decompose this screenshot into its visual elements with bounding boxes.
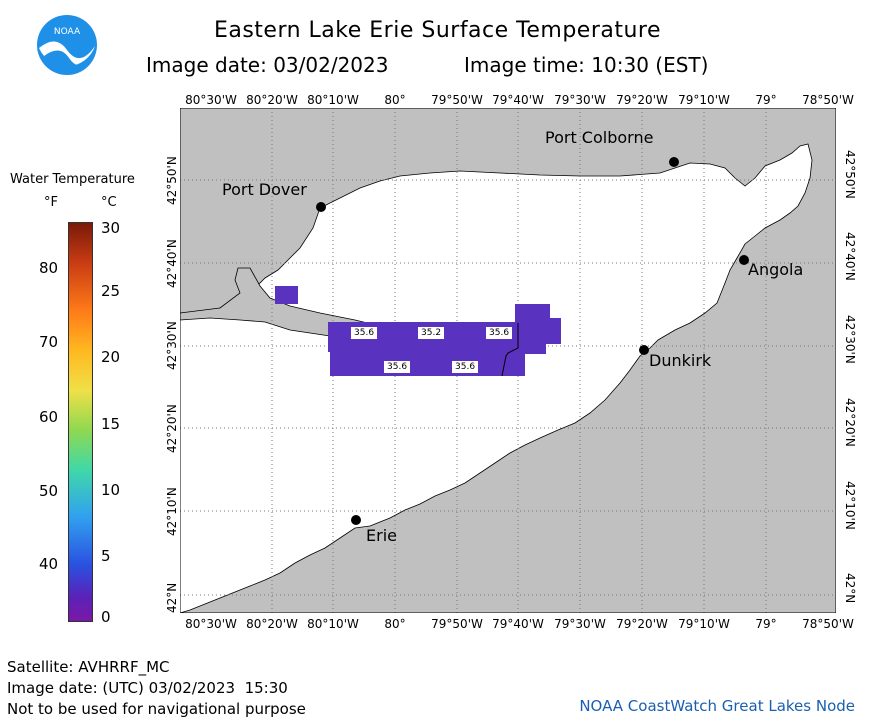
lon-label: 80°10'W xyxy=(307,617,359,631)
lon-label: 79°30'W xyxy=(554,617,606,631)
legend-colorbar xyxy=(68,222,93,622)
lat-label: 42°30'N xyxy=(843,315,857,364)
city-label-port-colborne: Port Colborne xyxy=(545,128,654,147)
lake-water xyxy=(180,143,813,613)
lon-label: 80° xyxy=(384,617,406,631)
lat-label: 42°40'N xyxy=(843,232,857,281)
city-label-port-dover: Port Dover xyxy=(222,180,307,199)
legend-c-tick: 25 xyxy=(101,282,121,300)
legend-title: Water Temperature xyxy=(10,172,135,187)
city-dot-port-dover[interactable] xyxy=(316,202,326,212)
lon-label: 80°20'W xyxy=(246,617,298,631)
legend-unit-f: °F xyxy=(44,195,58,210)
legend-f-tick: 60 xyxy=(39,408,59,426)
lon-label: 79°40'W xyxy=(492,93,544,107)
legend-c-tick: 20 xyxy=(101,348,121,366)
temp-label: 35.6 xyxy=(351,327,378,339)
lat-label: 42°N xyxy=(843,573,857,604)
image-time: Image time: 10:30 (EST) xyxy=(464,53,709,77)
image-date: Image date: 03/02/2023 xyxy=(146,53,389,77)
lon-label: 79° xyxy=(755,93,777,107)
legend-c-tick: 10 xyxy=(101,481,121,499)
lon-label: 80°30'W xyxy=(185,617,237,631)
lat-label: 42°N xyxy=(165,582,179,613)
city-dot-port-colborne[interactable] xyxy=(669,157,679,167)
lat-label: 42°10'N xyxy=(843,481,857,530)
lon-label: 80°30'W xyxy=(185,93,237,107)
lon-label: 79°10'W xyxy=(678,617,730,631)
city-dot-angola[interactable] xyxy=(739,255,749,265)
temp-label: 35.6 xyxy=(452,361,479,373)
city-label-dunkirk: Dunkirk xyxy=(649,351,712,370)
lon-label: 78°50'W xyxy=(802,93,854,107)
temp-label: 35.6 xyxy=(486,327,513,339)
lon-label: 80°10'W xyxy=(307,93,359,107)
footer-utc-date: Image date: (UTC) 03/02/2023 15:30 xyxy=(7,679,288,697)
map-title: Eastern Lake Erie Surface Temperature xyxy=(213,18,662,43)
noaa-logo: NOAA xyxy=(37,15,97,75)
lon-label: 79°40'W xyxy=(492,617,544,631)
lat-label: 42°10'N xyxy=(165,487,179,536)
city-label-angola: Angola xyxy=(748,260,804,279)
footer-satellite: Satellite: AVHRRF_MC xyxy=(7,658,170,676)
lat-label: 42°40'N xyxy=(165,239,179,288)
logo-text: NOAA xyxy=(54,27,81,37)
temp-label: 35.2 xyxy=(418,327,445,339)
lat-label: 42°20'N xyxy=(165,404,179,453)
boundary-line xyxy=(501,323,519,377)
lon-label: 79°50'W xyxy=(431,617,483,631)
legend-f-tick: 50 xyxy=(39,482,59,500)
legend-c-tick: 30 xyxy=(101,219,121,237)
legend-f-tick: 40 xyxy=(39,555,59,573)
legend-c-tick: 15 xyxy=(101,415,121,433)
city-label-erie: Erie xyxy=(366,526,397,545)
temp-label: 35.6 xyxy=(384,361,411,373)
lon-label: 80° xyxy=(384,93,406,107)
lat-label: 42°50'N xyxy=(843,150,857,199)
lon-label: 78°50'W xyxy=(802,617,854,631)
lon-label: 79°20'W xyxy=(616,93,668,107)
lon-label: 79°50'W xyxy=(431,93,483,107)
city-dot-erie[interactable] xyxy=(351,515,361,525)
lat-label: 42°50'N xyxy=(165,156,179,205)
legend-unit-c: °C xyxy=(101,195,117,210)
lon-label: 79° xyxy=(755,617,777,631)
lon-label: 80°20'W xyxy=(246,93,298,107)
legend-c-tick: 5 xyxy=(101,547,111,565)
legend-f-tick: 70 xyxy=(39,333,59,351)
lat-label: 42°20'N xyxy=(843,398,857,447)
lon-label: 79°20'W xyxy=(616,617,668,631)
lon-label: 79°10'W xyxy=(678,93,730,107)
legend-f-tick: 80 xyxy=(39,259,59,277)
footer-disclaimer: Not to be used for navigational purpose xyxy=(7,700,306,718)
lat-label: 42°30'N xyxy=(165,321,179,370)
footer-credit[interactable]: NOAA CoastWatch Great Lakes Node xyxy=(579,697,855,715)
lon-label: 79°30'W xyxy=(554,93,606,107)
legend-c-tick: 0 xyxy=(101,608,111,626)
city-dot-dunkirk[interactable] xyxy=(639,345,649,355)
